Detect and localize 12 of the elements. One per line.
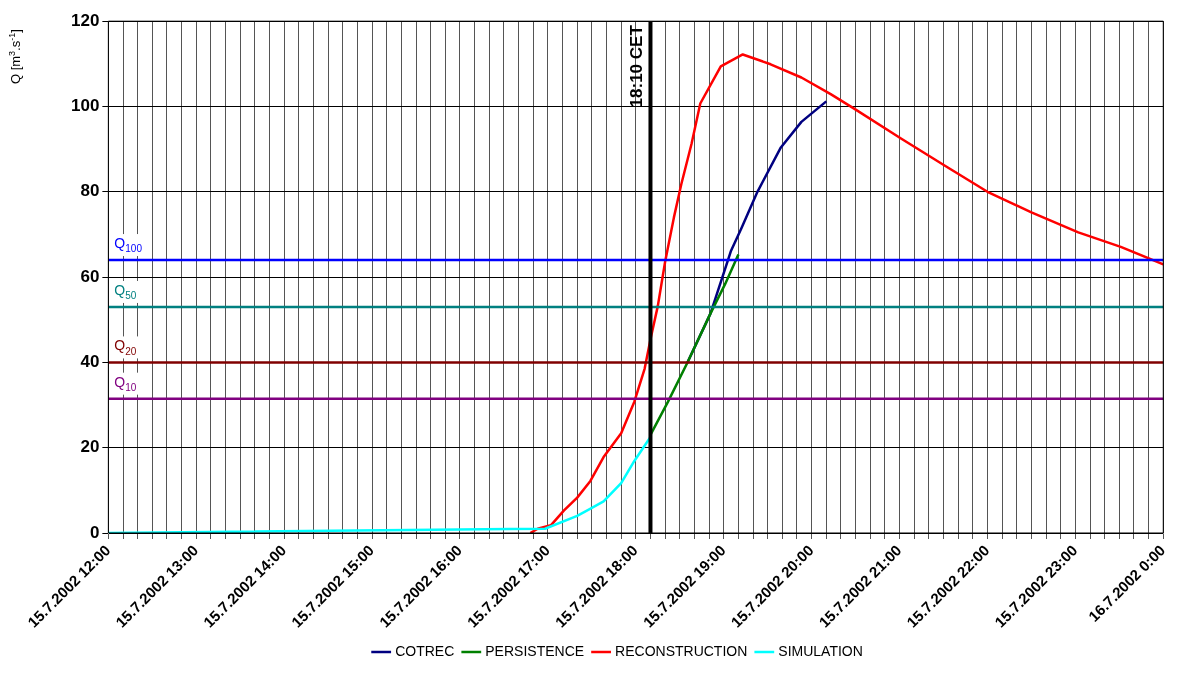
legend-label: PERSISTENCE [485, 642, 585, 659]
y-tick-label: 40 [80, 352, 100, 372]
legend-label: COTREC [395, 642, 455, 659]
y-tick-label: 20 [80, 437, 100, 457]
legend-label: SIMULATION [778, 642, 863, 659]
y-tick-label: 80 [80, 181, 100, 201]
ref-line-label: 18:10 CET [626, 24, 646, 108]
legend-label: RECONSTRUCTION [615, 642, 748, 659]
y-tick-label: 100 [70, 96, 100, 116]
y-tick-label: 120 [70, 10, 100, 30]
y-tick-label: 0 [89, 522, 100, 542]
y-tick-label: 60 [80, 266, 100, 286]
